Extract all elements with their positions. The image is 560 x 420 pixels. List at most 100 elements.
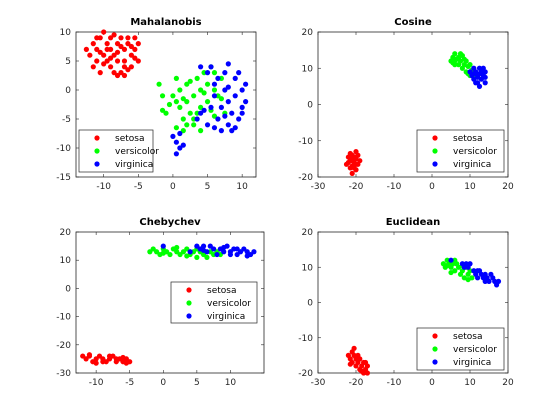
data-point-setosa (125, 35, 131, 41)
y-tick-label: -10 (56, 313, 71, 323)
data-point-setosa (347, 361, 353, 367)
data-point-virginica (476, 71, 483, 77)
legend: setosa versicolor virginica (78, 129, 159, 173)
data-point-setosa (114, 41, 121, 47)
data-point-versicolor (204, 254, 210, 260)
data-point-virginica (194, 116, 200, 122)
data-point-versicolor (191, 93, 197, 99)
data-point-virginica (214, 251, 220, 258)
data-point-setosa (97, 70, 103, 76)
data-point-setosa (121, 46, 128, 53)
data-point-versicolor (198, 87, 204, 93)
x-tick-label: -5 (134, 182, 143, 192)
y-tick-label: -20 (298, 369, 313, 379)
data-point-virginica (198, 110, 204, 116)
data-point-setosa (351, 154, 357, 160)
data-point-setosa (118, 70, 124, 76)
data-point-virginica (495, 278, 502, 284)
data-point-virginica (177, 130, 183, 137)
data-point-virginica (187, 249, 193, 255)
scatter-panel: Chebychev -10 -5 0 5 10 -30 -20 -10 0 10 20 setosa ve… (56, 217, 265, 388)
data-point-setosa (104, 46, 110, 53)
data-point-virginica (177, 145, 183, 151)
data-point-virginica (251, 249, 257, 255)
x-tick-label: 20 (502, 182, 514, 192)
data-point-virginica (200, 243, 207, 249)
data-point-setosa (357, 158, 363, 164)
series-setosa (345, 345, 370, 376)
y-tick-label: 10 (302, 263, 314, 273)
data-point-virginica (218, 104, 224, 110)
data-point-versicolor (211, 113, 218, 119)
data-point-versicolor (173, 75, 179, 81)
legend-marker (94, 161, 100, 167)
data-point-virginica (221, 244, 227, 251)
data-point-virginica (482, 74, 488, 80)
legend-label: setosa (453, 134, 482, 144)
data-point-virginica (232, 125, 238, 131)
data-point-setosa (94, 35, 100, 41)
y-tick-label: 20 (60, 228, 72, 238)
data-point-versicolor (170, 93, 176, 99)
data-point-virginica (222, 70, 228, 76)
data-point-virginica (180, 142, 186, 148)
legend-marker (432, 346, 438, 352)
series-setosa (343, 149, 363, 176)
data-point-virginica (227, 251, 234, 258)
data-point-setosa (108, 35, 114, 41)
legend: setosa versicolor virginica (416, 129, 505, 173)
data-point-virginica (229, 128, 235, 134)
legend-label: versicolor (453, 345, 497, 355)
data-point-versicolor (184, 122, 190, 128)
legend-label: setosa (207, 286, 236, 296)
data-point-virginica (222, 87, 228, 93)
data-point-virginica (215, 116, 221, 122)
data-point-setosa (93, 360, 99, 366)
data-point-versicolor (173, 125, 179, 131)
data-point-versicolor (180, 116, 186, 122)
data-point-setosa (121, 72, 128, 79)
legend: setosa versicolor virginica (416, 327, 505, 371)
data-point-virginica (211, 81, 218, 87)
x-tick-label: 0 (429, 182, 435, 192)
data-point-versicolor (173, 99, 179, 105)
y-tick-label: -20 (298, 173, 313, 183)
data-point-versicolor (194, 75, 200, 81)
data-point-setosa (83, 46, 89, 53)
x-tick-label: -20 (349, 182, 364, 192)
data-point-versicolor (204, 81, 211, 87)
legend-label: virginica (453, 160, 491, 170)
data-point-setosa (90, 64, 96, 70)
data-point-virginica (225, 122, 231, 128)
data-point-virginica (239, 87, 245, 93)
data-point-setosa (132, 35, 138, 41)
data-point-virginica (218, 128, 224, 134)
x-tick-label: -10 (387, 182, 402, 192)
data-point-virginica (208, 64, 214, 70)
x-tick-label: 5 (194, 378, 200, 388)
data-point-versicolor (461, 56, 467, 62)
x-tick-label: 20 (502, 378, 514, 388)
data-point-virginica (211, 246, 217, 252)
data-point-setosa (353, 161, 359, 167)
y-tick-label: 0 (65, 284, 71, 294)
legend-label: virginica (115, 160, 153, 170)
y-tick-label: 0 (65, 86, 71, 96)
legend-box (416, 327, 505, 371)
data-point-setosa (101, 52, 107, 58)
data-point-virginica (229, 110, 235, 116)
x-tick-label: 0 (170, 182, 176, 192)
data-point-versicolor (452, 51, 458, 57)
data-point-virginica (225, 99, 231, 105)
data-point-versicolor (159, 93, 166, 99)
data-point-versicolor (184, 253, 190, 259)
data-point-setosa (132, 55, 138, 61)
data-point-setosa (359, 368, 365, 374)
panel-title: Mahalanobis (130, 17, 201, 28)
data-point-versicolor (160, 250, 166, 256)
data-point-virginica (232, 75, 238, 81)
y-tick-label: 20 (302, 228, 314, 238)
data-point-setosa (135, 41, 141, 47)
legend-marker (186, 313, 192, 319)
legend-marker (432, 359, 438, 365)
